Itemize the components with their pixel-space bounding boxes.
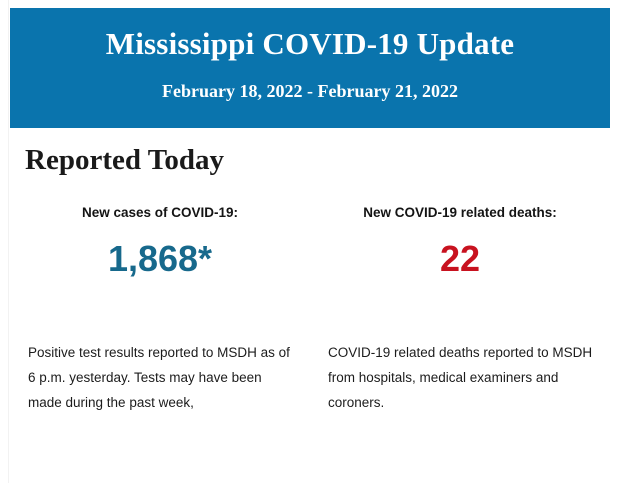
note-new-cases-text: Positive test results reported to MSDH a… — [28, 345, 290, 410]
stats-row: New cases of COVID-19: 1,868* New COVID-… — [10, 205, 610, 305]
header-banner: Mississippi COVID-19 Update February 18,… — [10, 8, 610, 128]
note-new-cases: Positive test results reported to MSDH a… — [10, 340, 310, 415]
notes-row: Positive test results reported to MSDH a… — [10, 340, 610, 415]
stat-new-cases-value: 1,868* — [107, 238, 213, 279]
page-left-edge-rule — [8, 0, 9, 483]
stat-new-cases-label: New cases of COVID-19: — [81, 205, 239, 220]
section-heading-reported-today: Reported Today — [25, 144, 225, 176]
stat-new-cases: New cases of COVID-19: 1,868* — [10, 205, 310, 305]
stat-new-deaths-value: 22 — [439, 238, 481, 279]
note-new-deaths-text: COVID-19 related deaths reported to MSDH… — [328, 345, 593, 410]
page-title: Mississippi COVID-19 Update — [105, 26, 515, 61]
date-range-subtitle: February 18, 2022 - February 21, 2022 — [162, 81, 458, 101]
stat-new-deaths: New COVID-19 related deaths: 22 — [310, 205, 610, 305]
note-new-deaths: COVID-19 related deaths reported to MSDH… — [310, 340, 610, 415]
stat-new-deaths-label: New COVID-19 related deaths: — [363, 205, 557, 220]
